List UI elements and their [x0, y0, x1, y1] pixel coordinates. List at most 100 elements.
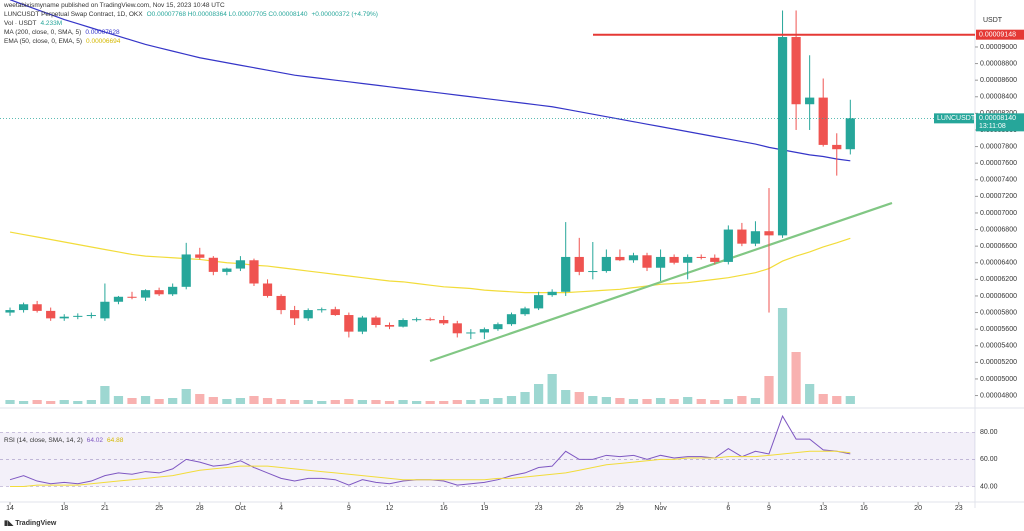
- candle-body: [642, 255, 652, 268]
- volume-bar: [32, 400, 42, 404]
- rsi-tick-label: 40.00: [980, 483, 998, 490]
- volume-bar: [86, 400, 96, 404]
- x-tick-label: 20: [914, 505, 922, 512]
- volume-bar: [195, 394, 205, 404]
- volume-bar: [249, 396, 259, 404]
- volume-bar: [452, 400, 462, 404]
- candle-body: [357, 317, 368, 332]
- candle-body: [222, 268, 232, 272]
- volume-bar: [154, 399, 164, 404]
- volume-bar: [384, 401, 395, 404]
- volume-bar: [818, 394, 828, 404]
- candle-body: [832, 144, 842, 150]
- x-tick-label: 12: [386, 505, 394, 512]
- x-tick-label: 23: [535, 505, 543, 512]
- y-tick-label: 0.00006600: [980, 243, 1017, 250]
- volume-bar: [561, 390, 571, 404]
- volume-bar: [642, 399, 652, 404]
- volume-bar: [683, 397, 693, 404]
- candle-body: [683, 256, 693, 263]
- y-tick-label: 0.00006000: [980, 293, 1017, 300]
- x-tick-label: 13: [819, 505, 827, 512]
- volume-bar: [764, 376, 774, 404]
- volume-bar: [412, 401, 422, 404]
- candle-body: [777, 37, 788, 236]
- candle-body: [371, 317, 381, 325]
- volume-bar: [696, 399, 706, 404]
- volume-bar: [791, 352, 801, 404]
- volume-bar: [750, 398, 761, 404]
- candle-body: [235, 260, 246, 269]
- rsi-ma-value: 64.88: [107, 437, 124, 444]
- y-tick-label: 0.00007400: [980, 177, 1017, 184]
- y-tick-label: 0.00005400: [980, 343, 1017, 350]
- volume-bar: [425, 401, 435, 404]
- volume-bar: [398, 400, 408, 404]
- volume-bar: [46, 401, 56, 404]
- volume-bar: [317, 401, 327, 404]
- candle-body: [452, 323, 462, 334]
- volume-bar: [344, 399, 354, 404]
- volume-bar: [303, 400, 313, 404]
- y-tick-label: 0.00005200: [980, 359, 1017, 366]
- currency-label: USDT: [983, 17, 1003, 24]
- candle-body: [398, 320, 408, 327]
- alert-label: 0.00009148: [979, 32, 1016, 39]
- candle-body: [46, 310, 56, 319]
- candle-body: [506, 314, 517, 325]
- candle-body: [805, 97, 815, 105]
- volume-bar: [59, 400, 69, 404]
- volume-bar: [5, 400, 15, 404]
- rsi-value: 64.02: [86, 437, 104, 444]
- volume-bar: [100, 386, 110, 404]
- volume-bar: [615, 398, 625, 404]
- countdown: 13:11:08: [979, 123, 1006, 130]
- y-tick-label: 0.00005600: [980, 326, 1017, 333]
- volume-bar: [479, 399, 489, 404]
- x-tick-label: Oct: [235, 505, 246, 512]
- candle-body: [493, 324, 503, 330]
- volume-bar: [466, 400, 476, 404]
- candle-body: [466, 332, 476, 334]
- volume-bar: [18, 401, 29, 404]
- ma-legend: MA (200, close, 0, SMA, 5) 0.00007628: [4, 29, 124, 36]
- rsi-legend: RSI (14, close, SMA, 14, 2) 64.02 64.88: [4, 437, 127, 444]
- volume-bar: [723, 399, 733, 404]
- candle-body: [764, 231, 774, 236]
- rsi-title: RSI (14, close, SMA, 14, 2): [4, 437, 83, 444]
- y-tick-label: 0.00007200: [980, 193, 1017, 200]
- y-tick-label: 0.00007600: [980, 160, 1017, 167]
- candle-body: [439, 320, 449, 324]
- y-tick-label: 0.00008800: [980, 60, 1017, 67]
- x-tick-label: 6: [726, 505, 730, 512]
- ema-value: 0.00006694: [86, 38, 121, 45]
- symbol-legend: LUNCUSDT Perpetual Swap Contract, 1D, OK…: [4, 11, 382, 18]
- volume-bar: [520, 392, 530, 404]
- candle-body: [520, 308, 530, 315]
- volume-bar: [262, 398, 273, 404]
- x-tick-label: 19: [480, 505, 488, 512]
- ma200-line: [9, 0, 851, 162]
- y-tick-label: 0.00004800: [980, 392, 1017, 399]
- symbol-tag: LUNCUSDT.P: [937, 115, 981, 122]
- volume-bar: [832, 396, 842, 404]
- symbol-tag-box: [934, 113, 974, 124]
- candle-body: [5, 310, 15, 313]
- candle-body: [737, 229, 747, 244]
- volume-bar: [290, 400, 300, 404]
- volume-bar: [588, 396, 598, 404]
- volume-bar: [371, 400, 381, 404]
- y-tick-label: 0.00009000: [980, 44, 1017, 51]
- volume-bar: [222, 399, 232, 404]
- ema-title: EMA (50, close, 0, EMA, 5): [4, 38, 83, 45]
- y-tick-label: 0.00007800: [980, 143, 1017, 150]
- volume-bar: [493, 398, 503, 404]
- symbol: LUNCUSDT Perpetual Swap Contract, 1D, OK…: [4, 11, 143, 18]
- candle-body: [140, 290, 151, 298]
- volume-bar: [710, 400, 720, 404]
- volume-bar: [737, 396, 747, 404]
- x-tick-label: 9: [767, 505, 771, 512]
- candle-body: [168, 286, 178, 295]
- x-tick-label: 16: [860, 505, 868, 512]
